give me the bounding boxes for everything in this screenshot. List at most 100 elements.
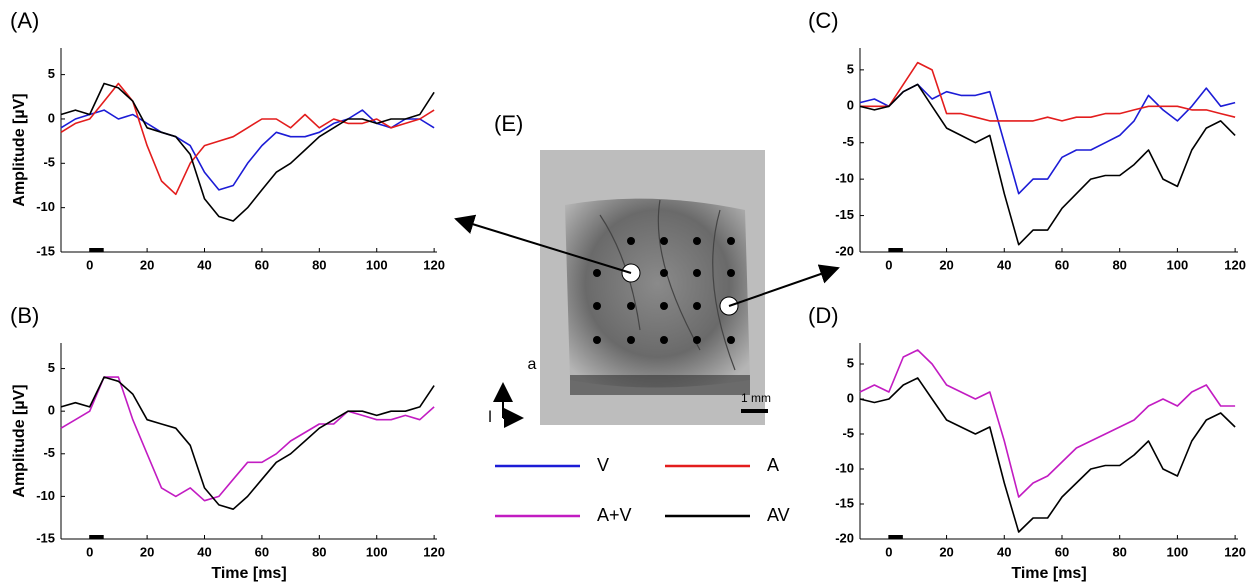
electrode xyxy=(627,237,635,245)
y-tick-label: -15 xyxy=(36,530,55,545)
trace xyxy=(859,83,1236,195)
y-tick-label: 5 xyxy=(847,61,854,76)
electrode xyxy=(593,336,601,344)
y-axis-label: Amplitude [µV] xyxy=(11,384,28,497)
y-tick-label: 5 xyxy=(847,355,854,370)
x-tick-label: 0 xyxy=(885,257,892,272)
x-tick-label: 100 xyxy=(1167,544,1189,559)
chart: (B) -15 -10 -5 0 5 0 20 40 60 80 100 120 Amplitude [µ… xyxy=(10,303,445,582)
x-tick-label: 40 xyxy=(997,544,1011,559)
trace xyxy=(60,82,435,222)
legend-label: AV xyxy=(767,505,790,525)
anterior-label: a xyxy=(528,356,537,373)
electrode xyxy=(693,336,701,344)
panel-label: (B) xyxy=(10,303,39,328)
x-tick-label: 60 xyxy=(255,544,269,559)
legend-label: V xyxy=(597,455,609,475)
x-tick-label: 60 xyxy=(1055,257,1069,272)
y-tick-label: -10 xyxy=(36,199,55,214)
trace xyxy=(60,376,435,510)
chart: (C) -20 -15 -10 -5 0 5 0 20 40 60 80 100 120 xyxy=(808,8,1246,273)
y-tick-label: -5 xyxy=(842,134,854,149)
electrode xyxy=(693,237,701,245)
electrode xyxy=(660,302,668,310)
scale-label: 1 mm xyxy=(741,391,771,405)
x-tick-label: 100 xyxy=(366,544,388,559)
x-tick-label: 100 xyxy=(1167,257,1189,272)
x-tick-label: 60 xyxy=(255,257,269,272)
x-tick-label: 40 xyxy=(197,544,211,559)
electrode xyxy=(660,269,668,277)
electrode xyxy=(727,336,735,344)
stimulus-bar xyxy=(89,248,104,252)
trace xyxy=(860,61,1236,122)
y-tick-label: 0 xyxy=(48,110,55,125)
y-tick-label: 0 xyxy=(847,98,854,113)
y-tick-label: -15 xyxy=(36,243,55,258)
trace xyxy=(859,377,1236,533)
y-tick-label: -15 xyxy=(835,495,854,510)
stimulus-bar xyxy=(888,248,903,252)
x-tick-label: 20 xyxy=(939,257,953,272)
electrode xyxy=(693,269,701,277)
electrode xyxy=(627,336,635,344)
x-tick-label: 40 xyxy=(997,257,1011,272)
x-tick-label: 20 xyxy=(939,544,953,559)
y-tick-label: -5 xyxy=(43,445,55,460)
panel-label: (E) xyxy=(494,111,523,136)
x-tick-label: 20 xyxy=(140,257,154,272)
stimulus-bar xyxy=(89,535,104,539)
x-axis-label: Time [ms] xyxy=(211,565,286,582)
panel-label: (D) xyxy=(808,303,839,328)
electrode xyxy=(727,269,735,277)
electrode xyxy=(727,237,735,245)
trace xyxy=(60,82,435,196)
x-tick-label: 0 xyxy=(86,544,93,559)
trace xyxy=(859,349,1236,498)
electrode xyxy=(593,302,601,310)
trace xyxy=(60,109,435,191)
x-tick-label: 80 xyxy=(1112,257,1126,272)
y-tick-label: -20 xyxy=(835,530,854,545)
x-tick-label: 40 xyxy=(197,257,211,272)
y-tick-label: -15 xyxy=(835,207,854,222)
stimulus-bar xyxy=(888,535,903,539)
y-tick-label: -10 xyxy=(36,488,55,503)
y-tick-label: 0 xyxy=(847,390,854,405)
chart: (D) -20 -15 -10 -5 0 5 0 20 40 60 80 100 120 Time [ms] xyxy=(808,303,1246,582)
trace xyxy=(60,376,435,502)
x-tick-label: 20 xyxy=(140,544,154,559)
x-axis-label: Time [ms] xyxy=(1011,565,1086,582)
legend-label: A+V xyxy=(597,505,632,525)
lateral-label: l xyxy=(488,409,492,426)
x-tick-label: 0 xyxy=(885,544,892,559)
y-tick-label: 5 xyxy=(48,360,55,375)
electrode xyxy=(660,336,668,344)
y-tick-label: -5 xyxy=(842,425,854,440)
y-tick-label: -20 xyxy=(835,243,854,258)
y-tick-label: -5 xyxy=(43,155,55,170)
x-tick-label: 120 xyxy=(1224,257,1246,272)
craniotomy xyxy=(565,198,750,388)
chart: (A) -15 -10 -5 0 5 0 20 40 60 80 100 120 Amplitude [µ… xyxy=(10,8,445,273)
photo-panel: (E) a l 1 mm xyxy=(454,111,840,428)
legend-label: A xyxy=(767,455,779,475)
x-tick-label: 120 xyxy=(1224,544,1246,559)
trace xyxy=(859,83,1236,246)
x-tick-label: 80 xyxy=(312,544,326,559)
arrow xyxy=(454,214,632,274)
x-tick-label: 80 xyxy=(1112,544,1126,559)
x-tick-label: 60 xyxy=(1055,544,1069,559)
y-tick-label: 0 xyxy=(48,403,55,418)
y-axis-label: Amplitude [µV] xyxy=(11,93,28,206)
legend: V A A+V AV xyxy=(495,455,790,525)
x-tick-label: 120 xyxy=(423,544,445,559)
electrode xyxy=(627,302,635,310)
y-tick-label: 5 xyxy=(48,66,55,81)
arrow xyxy=(728,264,840,307)
electrode xyxy=(593,269,601,277)
panel-label: (A) xyxy=(10,8,39,33)
panel-label: (C) xyxy=(808,8,839,33)
electrode xyxy=(693,302,701,310)
